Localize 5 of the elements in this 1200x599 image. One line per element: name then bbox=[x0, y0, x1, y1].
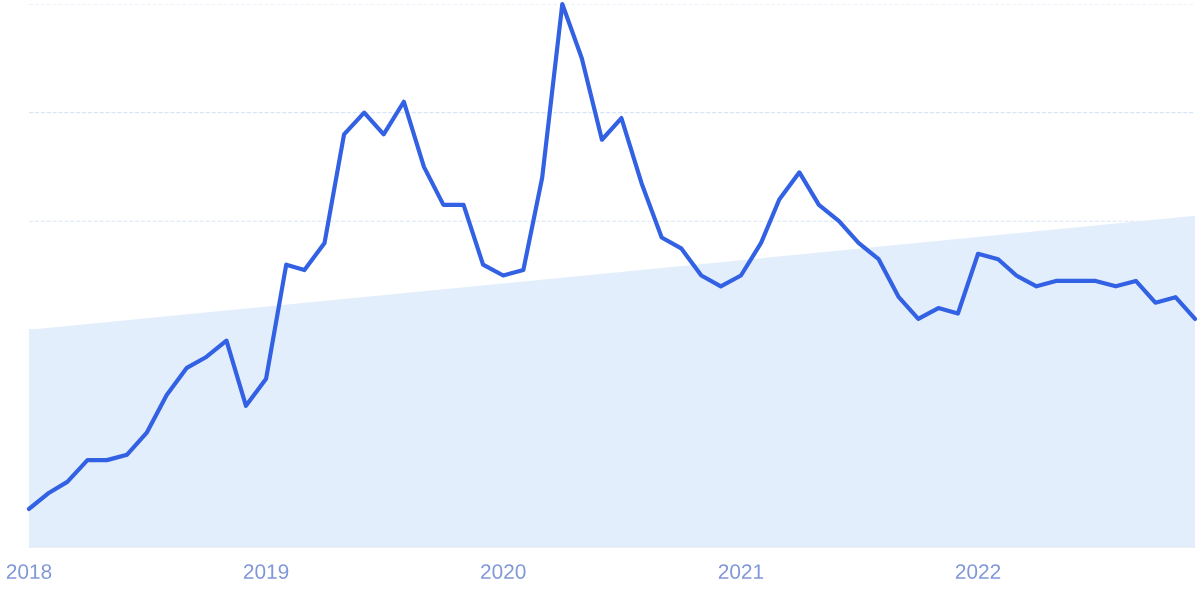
x-tick-label: 2019 bbox=[243, 564, 289, 579]
x-tick-label: 2018 bbox=[6, 564, 52, 579]
x-tick-label: 2021 bbox=[718, 564, 764, 579]
x-tick-label: 2022 bbox=[955, 564, 1001, 579]
x-tick-label: 2020 bbox=[481, 564, 526, 579]
